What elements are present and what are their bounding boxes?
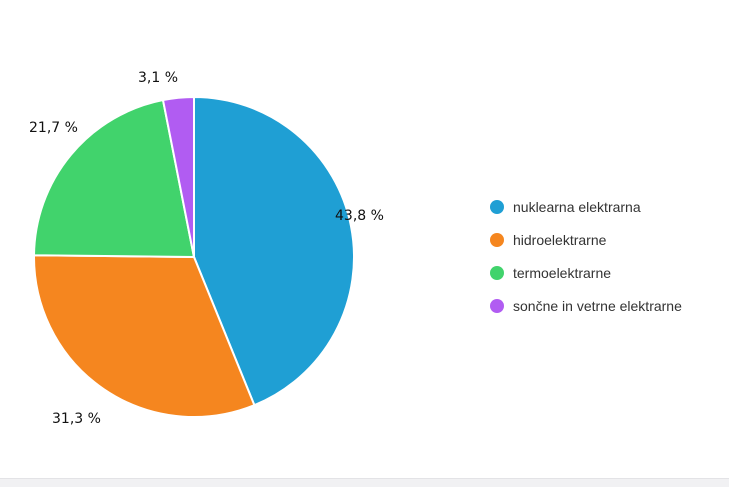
bottom-divider xyxy=(0,478,729,487)
legend-label-2: termoelektrarne xyxy=(513,265,611,281)
data-label-2: 21,7 % xyxy=(29,120,78,136)
pie-slice-1 xyxy=(33,254,256,418)
legend-marker-2 xyxy=(490,266,504,280)
legend-label-3: sončne in vetrne elektrarne xyxy=(513,298,682,314)
legend-marker-3 xyxy=(490,299,504,313)
legend-marker-0 xyxy=(490,200,504,214)
legend-item-1: hidroelektrarne xyxy=(490,232,607,248)
legend-item-2: termoelektrarne xyxy=(490,265,611,281)
legend-item-0: nuklearna elektrarna xyxy=(490,199,641,215)
data-label-0: 43,8 % xyxy=(335,208,384,224)
pie-slice-2 xyxy=(32,98,196,259)
data-label-3: 3,1 % xyxy=(138,70,178,86)
pie-slice-3 xyxy=(161,95,195,258)
legend-label-1: hidroelektrarne xyxy=(513,232,607,248)
legend-label-0: nuklearna elektrarna xyxy=(513,199,641,215)
data-label-1: 31,3 % xyxy=(52,411,101,427)
pie-slice-0 xyxy=(193,95,356,407)
legend-marker-1 xyxy=(490,233,504,247)
legend-item-3: sončne in vetrne elektrarne xyxy=(490,298,682,314)
